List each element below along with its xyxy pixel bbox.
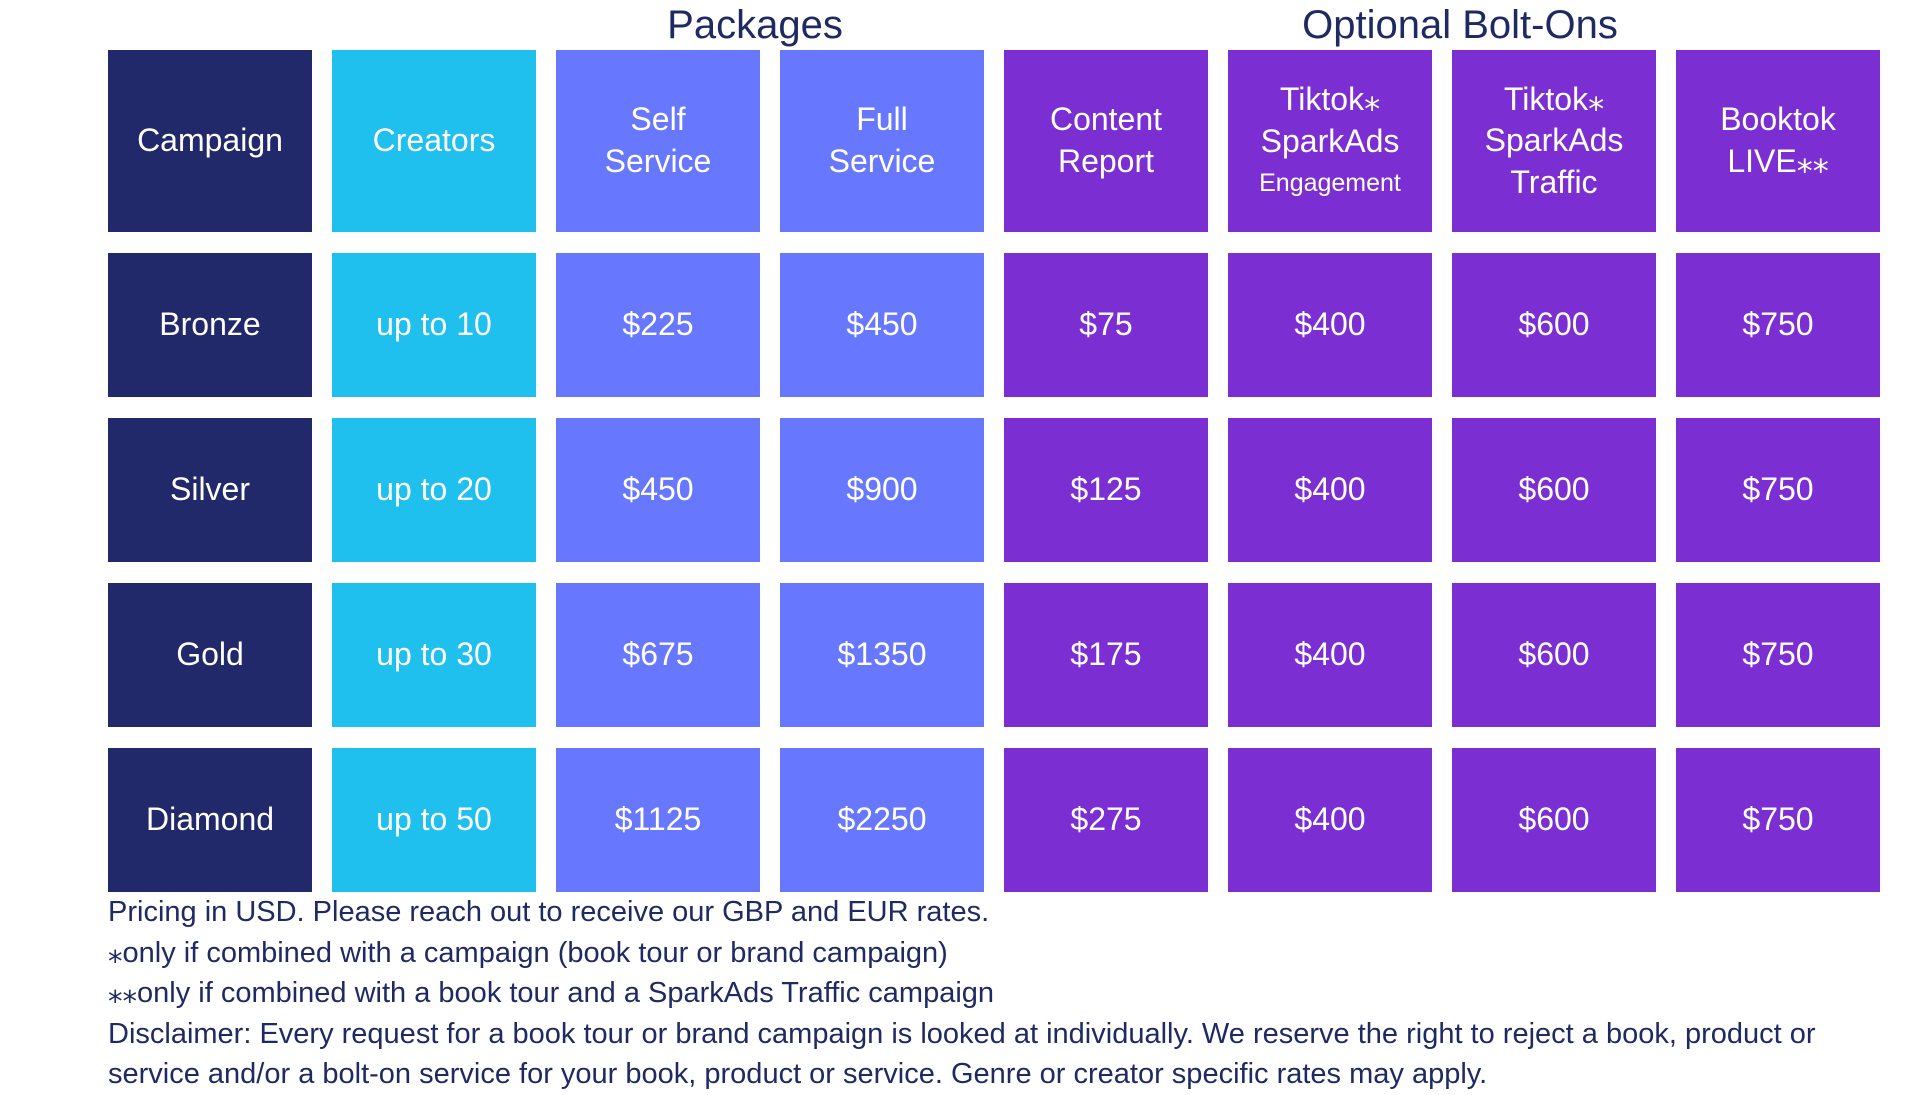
header-sparkads-engagement: Tiktok⁎ SparkAds Engagement <box>1228 50 1432 232</box>
cell-self-service-price: $1125 <box>556 748 760 892</box>
cell-full-service-price: $900 <box>780 418 984 562</box>
cell-campaign: Gold <box>108 583 312 727</box>
cell-full-service-price: $1350 <box>780 583 984 727</box>
disclaimer-note: Disclaimer: Every request for a book tou… <box>108 1017 1816 1091</box>
header-full-service: Full Service <box>780 50 984 232</box>
header-self-service-line-1: Self <box>630 101 686 138</box>
header-sparkads-traffic-line-1: Tiktok⁎ <box>1503 80 1605 117</box>
currency-note: Pricing in USD. Please reach out to rece… <box>108 896 990 928</box>
cell-sparkads-engagement-price: $400 <box>1228 418 1432 562</box>
cell-full-service-price: $2250 <box>780 748 984 892</box>
header-booktok-live-line-2: LIVE⁎⁎ <box>1727 143 1829 179</box>
cell-content-report-price: $275 <box>1004 748 1208 892</box>
cell-self-service-price: $675 <box>556 583 760 727</box>
cell-sparkads-traffic-price: $600 <box>1452 583 1656 727</box>
cell-self-service-price: $225 <box>556 253 760 397</box>
cell-creators: up to 10 <box>332 253 536 397</box>
cell-sparkads-engagement-price: $400 <box>1228 583 1432 727</box>
cell-sparkads-traffic-price: $600 <box>1452 748 1656 892</box>
header-creators-label: Creators <box>372 122 496 159</box>
header-content-report-line-2: Report <box>1057 143 1155 179</box>
header-full-service-line-1: Full <box>856 101 908 138</box>
header-sparkads-traffic-line-3: Traffic <box>1510 163 1598 200</box>
cell-sparkads-engagement-price: $400 <box>1228 748 1432 892</box>
header-sparkads-engagement-line-2: SparkAds <box>1260 123 1400 159</box>
header-sparkads-engagement-line-3: Engagement <box>1259 168 1401 197</box>
header-self-service-line-2: Service <box>604 143 712 179</box>
cell-content-report-price: $125 <box>1004 418 1208 562</box>
pricing-table: Campaign Creators Self Service Full Serv… <box>108 50 1884 892</box>
cell-full-service-price: $450 <box>780 253 984 397</box>
pricing-notes: Pricing in USD. Please reach out to rece… <box>108 892 1898 1095</box>
cell-creators: up to 50 <box>332 748 536 892</box>
cell-booktok-live-price: $750 <box>1676 583 1880 727</box>
cell-creators: up to 20 <box>332 418 536 562</box>
header-sparkads-traffic-line-2: SparkAds <box>1484 122 1624 159</box>
cell-creators: up to 30 <box>332 583 536 727</box>
header-content-report-line-1: Content <box>1049 101 1163 138</box>
cell-content-report-price: $75 <box>1004 253 1208 397</box>
header-booktok-live-line-1: Booktok <box>1720 101 1836 138</box>
cell-sparkads-traffic-price: $600 <box>1452 418 1656 562</box>
header-booktok-live: Booktok LIVE⁎⁎ <box>1676 50 1880 232</box>
header-sparkads-engagement-line-1: Tiktok⁎ <box>1279 81 1381 118</box>
packages-heading: Packages <box>667 3 843 47</box>
header-full-service-line-2: Service <box>828 143 936 179</box>
cell-booktok-live-price: $750 <box>1676 253 1880 397</box>
bolt-ons-heading: Optional Bolt-Ons <box>1302 3 1618 47</box>
header-content-report: Content Report <box>1004 50 1208 232</box>
single-asterisk-note: ⁎only if combined with a campaign (book … <box>108 936 948 969</box>
header-campaign: Campaign <box>108 50 312 232</box>
cell-self-service-price: $450 <box>556 418 760 562</box>
cell-sparkads-engagement-price: $400 <box>1228 253 1432 397</box>
header-campaign-label: Campaign <box>137 122 283 159</box>
header-sparkads-traffic: Tiktok⁎ SparkAds Traffic <box>1452 50 1656 232</box>
cell-campaign: Silver <box>108 418 312 562</box>
cell-booktok-live-price: $750 <box>1676 748 1880 892</box>
header-self-service: Self Service <box>556 50 760 232</box>
cell-booktok-live-price: $750 <box>1676 418 1880 562</box>
cell-content-report-price: $175 <box>1004 583 1208 727</box>
cell-campaign: Diamond <box>108 748 312 892</box>
header-creators: Creators <box>332 50 536 232</box>
double-asterisk-note: ⁎⁎only if combined with a book tour and … <box>108 977 995 1009</box>
cell-campaign: Bronze <box>108 253 312 397</box>
cell-sparkads-traffic-price: $600 <box>1452 253 1656 397</box>
